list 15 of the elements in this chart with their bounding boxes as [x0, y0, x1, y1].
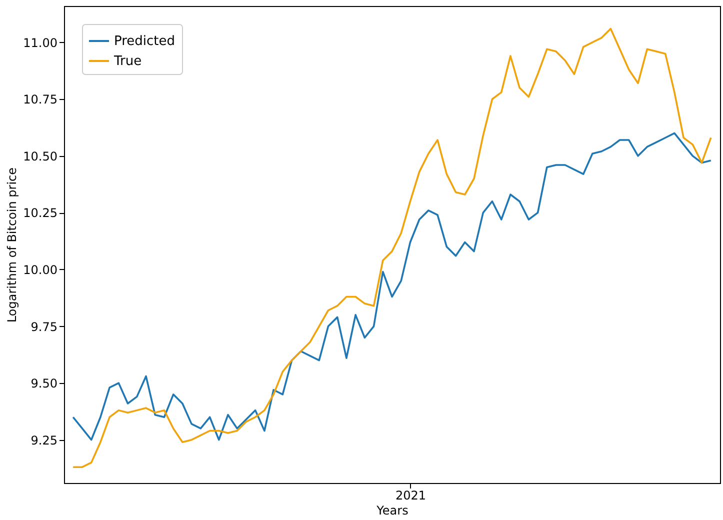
- y-tick-label: 9.75: [30, 320, 58, 334]
- legend-label: True: [113, 54, 142, 69]
- y-axis-title: Logarithm of Bitcoin price: [5, 167, 20, 323]
- x-axis-title: Years: [376, 504, 408, 518]
- x-tick-label: 2021: [395, 488, 426, 502]
- y-tick-label: 11.00: [23, 36, 58, 50]
- legend-label: Predicted: [114, 34, 176, 49]
- y-tick-label: 10.00: [23, 262, 58, 277]
- y-tick-label: 10.50: [23, 149, 58, 164]
- line-series: [72, 28, 712, 468]
- y-tick-label: 10.75: [23, 92, 58, 107]
- line-series: [72, 132, 712, 441]
- y-tick-label: 10.25: [23, 206, 58, 220]
- y-tick-label: 9.25: [30, 433, 58, 448]
- y-tick-label: 9.50: [30, 376, 58, 391]
